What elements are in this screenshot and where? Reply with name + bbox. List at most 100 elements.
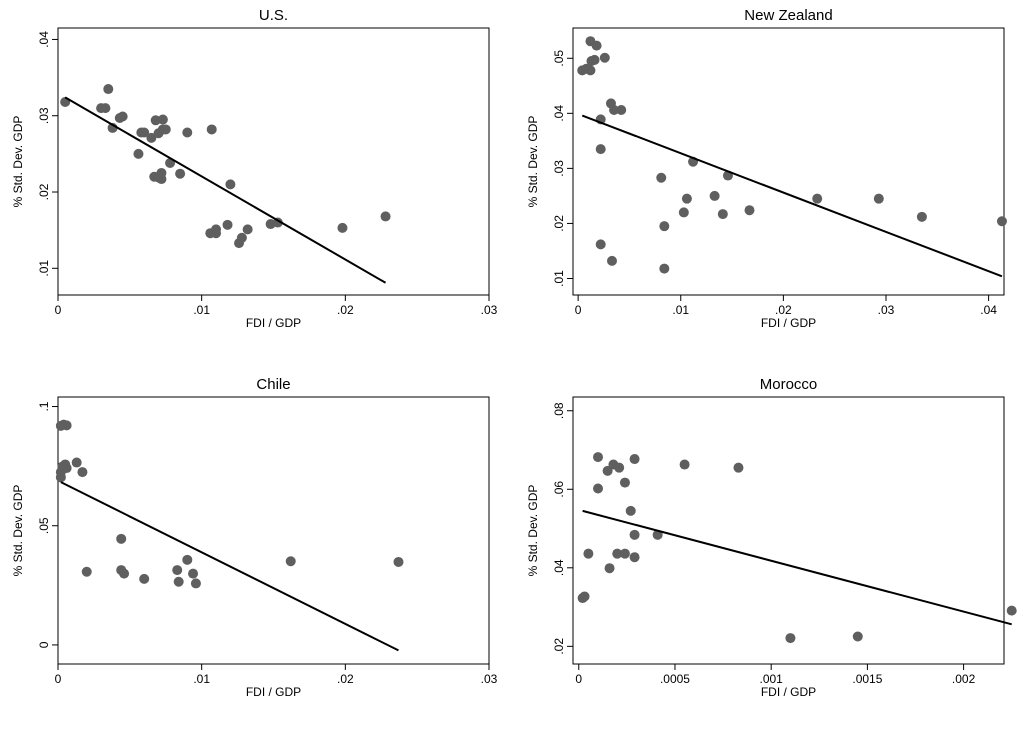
x-tick-label: .03 — [878, 303, 895, 317]
data-point — [996, 216, 1007, 227]
data-point — [619, 477, 630, 488]
data-point — [678, 207, 689, 218]
data-point — [593, 483, 604, 494]
data-point — [157, 114, 168, 125]
data-point — [173, 576, 184, 587]
x-axis-label: FDI / GDP — [761, 685, 816, 699]
data-point — [585, 65, 596, 76]
x-tick-label: .002 — [952, 672, 976, 686]
data-point — [717, 209, 728, 220]
scatter-chart-morocco: Morocco 0 .0005 .001 .0015 .002 .02 .04 .06 .08 FD… — [526, 376, 1017, 699]
data-point — [175, 168, 186, 179]
data-point — [380, 211, 391, 222]
data-point — [81, 566, 92, 577]
x-tick-label: .04 — [980, 303, 997, 317]
x-tick-label: .03 — [481, 303, 498, 317]
data-point — [1006, 605, 1017, 616]
data-point — [182, 554, 193, 565]
data-point — [211, 224, 222, 235]
plot-frame — [572, 396, 1005, 665]
data-point — [156, 167, 167, 178]
data-point — [602, 465, 613, 476]
y-tick-label: .1 — [37, 401, 51, 411]
data-point — [146, 132, 157, 143]
y-tick-label: .02 — [37, 183, 51, 200]
x-tick-label: 0 — [575, 672, 582, 686]
data-point — [709, 190, 720, 201]
data-point — [629, 529, 640, 540]
data-point — [393, 556, 404, 567]
data-point — [614, 462, 625, 473]
data-point — [61, 420, 72, 431]
y-tick-label: .04 — [37, 31, 51, 48]
x-tick-label: 0 — [575, 303, 582, 317]
x-tick-label: .0015 — [852, 672, 882, 686]
y-tick-label: .05 — [552, 50, 566, 67]
data-point — [599, 52, 610, 63]
data-point — [190, 578, 201, 589]
data-point — [116, 533, 127, 544]
data-point — [656, 172, 667, 183]
data-point — [337, 222, 348, 233]
y-tick-label: .05 — [37, 517, 51, 534]
data-point — [182, 127, 193, 138]
scatter-chart-chile: Chile 0 .01 .02 .03 0 .05 .1 FDI / GDP % Std. Dev… — [11, 376, 498, 699]
x-tick-label: 0 — [55, 303, 62, 317]
data-point — [619, 548, 630, 559]
data-point — [612, 548, 623, 559]
data-point — [71, 457, 82, 468]
data-point — [222, 219, 233, 230]
data-point — [103, 84, 114, 95]
scatter-chart-us: U.S. 0 .01 .02 .03 .01 .02 .03 .04 FDI / GDP % Std… — [11, 7, 498, 330]
y-axis-label: % Std. Dev. GDP — [526, 485, 540, 577]
data-point — [206, 124, 217, 135]
data-point — [812, 193, 823, 204]
data-point — [55, 472, 66, 483]
data-point — [591, 40, 602, 51]
data-point — [172, 565, 183, 576]
x-tick-label: .0005 — [660, 672, 690, 686]
y-tick-label: .01 — [552, 270, 566, 287]
data-point — [236, 232, 247, 243]
data-point — [852, 631, 863, 642]
data-point — [873, 193, 884, 204]
data-point — [139, 127, 150, 138]
data-point — [625, 505, 636, 516]
data-point — [117, 111, 128, 122]
data-point — [595, 239, 606, 250]
y-axis-label: % Std. Dev. GDP — [11, 116, 25, 208]
fit-line — [60, 481, 399, 652]
y-tick-label: .06 — [552, 481, 566, 498]
data-point — [659, 221, 670, 232]
data-point — [785, 633, 796, 644]
fit-line — [582, 509, 1012, 626]
y-axis-label: % Std. Dev. GDP — [11, 485, 25, 577]
data-point — [595, 144, 606, 155]
data-point — [77, 467, 88, 478]
data-point — [659, 263, 670, 274]
plot-frame — [57, 27, 490, 296]
data-point — [681, 193, 692, 204]
data-point — [604, 563, 615, 574]
x-axis-label: FDI / GDP — [246, 685, 301, 699]
data-point — [139, 573, 150, 584]
x-tick-label: .01 — [672, 303, 689, 317]
chart-title: U.S. — [259, 7, 288, 24]
data-point — [616, 105, 627, 116]
chart-title: New Zealand — [744, 7, 832, 24]
data-point — [133, 148, 144, 159]
y-tick-label: .02 — [552, 215, 566, 232]
data-point — [593, 452, 604, 463]
data-point — [609, 105, 620, 116]
chart-title: Morocco — [760, 376, 818, 393]
chart-title: Chile — [256, 376, 290, 393]
data-point — [629, 552, 640, 563]
data-point — [733, 462, 744, 473]
data-point — [100, 103, 111, 114]
x-tick-label: .03 — [481, 672, 498, 686]
x-tick-label: .01 — [193, 303, 210, 317]
data-point — [583, 548, 594, 559]
x-axis-label: FDI / GDP — [761, 316, 816, 330]
y-tick-label: .03 — [37, 107, 51, 124]
plot-frame — [572, 27, 1005, 296]
